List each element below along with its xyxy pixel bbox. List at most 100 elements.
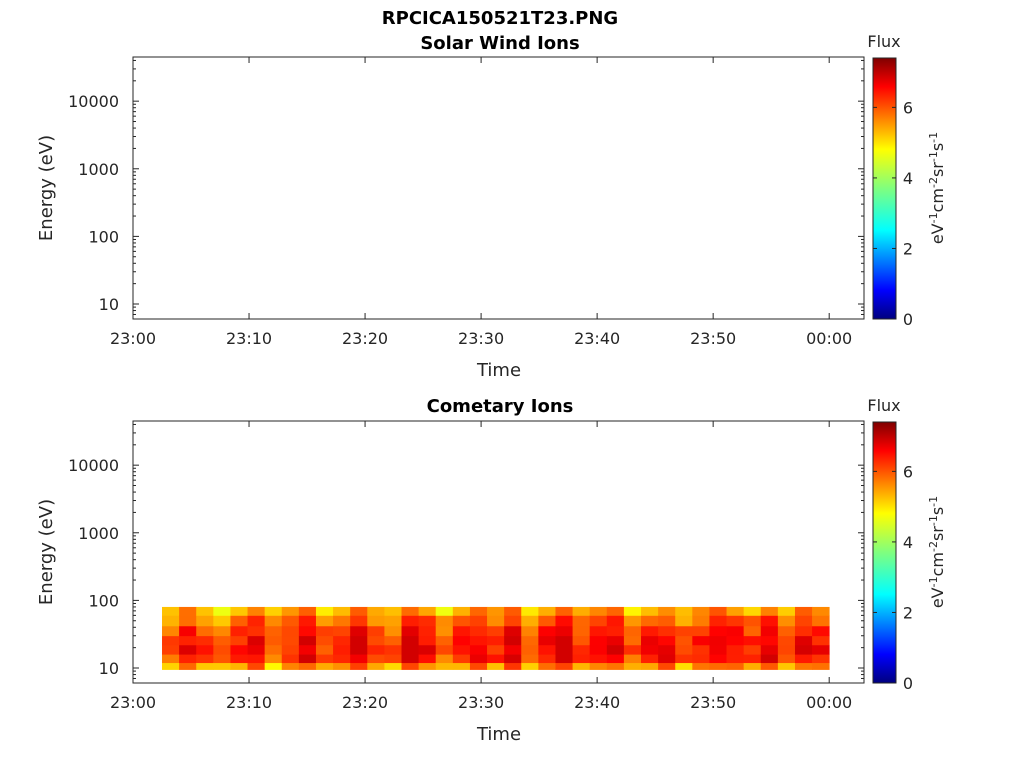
heatmap-cell [812,662,830,670]
heatmap-cell [298,644,317,655]
heatmap-cell [555,615,573,627]
heatmap-cell [452,606,471,616]
heatmap-cell [658,654,676,664]
heatmap-cell [162,606,180,616]
heatmap-cell [247,635,266,646]
heatmap-cell [418,644,437,655]
heatmap-cell [555,606,573,616]
heatmap-cell [743,625,762,637]
heatmap-cell [350,606,368,616]
heatmap-cell [264,615,283,627]
heatmap-cell [435,644,454,655]
heatmap-cell [264,625,283,637]
heatmap-cell [606,615,625,627]
heatmap-cell [777,635,796,646]
heatmap-cell [435,662,454,670]
heatmap-cell [812,644,830,655]
y-tick-label: 10000 [68,92,119,111]
heatmap-cell [418,606,437,616]
plot-frame [132,420,865,684]
heatmap-cell [743,662,762,670]
heatmap-cell [538,654,556,664]
y-axis-ticks: 10 100 1000 10000 [68,423,864,684]
heatmap-cell [487,615,505,627]
heatmap-cell [281,625,300,637]
y-tick-label: 10 [99,295,119,314]
heatmap-cell [658,662,676,670]
heatmap-cell [452,615,471,627]
heatmap-cell [401,654,420,664]
heatmap-cell [401,644,420,655]
y-tick-label: 1000 [78,524,119,543]
heatmap-cell [675,662,693,670]
heatmap-cell [247,654,266,664]
heatmap-cell [538,615,556,627]
heatmap-cell [743,615,762,627]
heatmap-cell [641,606,659,616]
heatmap-cell [760,625,779,637]
heatmap-cell [418,662,437,670]
heatmap-cell [743,644,762,655]
heatmap-cell [692,644,710,655]
heatmap-cell [350,662,368,670]
heatmap-cell [606,654,625,664]
x-tick-label: 23:50 [690,693,736,712]
heatmap-cell [606,625,625,637]
heatmap-cell [521,606,539,616]
colorbar-tick-label: 6 [903,98,913,117]
heatmap-cell [384,615,402,627]
heatmap-cell [384,606,402,616]
heatmap-cell [333,606,351,616]
heatmap-cell [401,635,420,646]
heatmap-cell [675,625,693,637]
heatmap-cell [726,635,745,646]
heatmap-cell [213,654,231,664]
heatmap-cell [384,662,402,670]
heatmap-cell [572,654,591,664]
heatmap-cell [726,662,745,670]
heatmap-cell [162,654,180,664]
y-tick-label: 10 [99,659,119,678]
heatmap-cell [709,654,727,664]
heatmap-cell [623,615,642,627]
heatmap-cell [623,625,642,637]
heatmap-cell [213,644,231,655]
heatmap-cell [743,654,762,664]
heatmap-cell [777,606,796,616]
heatmap-cell [692,625,710,637]
heatmap-cell [350,654,368,664]
heatmap-cell [777,654,796,664]
heatmap-cell [743,635,762,646]
heatmap-cell [538,635,556,646]
heatmap-cell [298,615,317,627]
heatmap-cell [709,625,727,637]
heatmap-cell [692,606,710,616]
colorbar-tick-label: 2 [903,239,913,258]
heatmap-cell [623,662,642,670]
heatmap-cell [794,654,813,664]
heatmap-cell [196,635,214,646]
heatmap-cell [281,615,300,627]
heatmap-cell [281,654,300,664]
heatmap-cell [213,606,231,616]
heatmap-cell [350,615,368,627]
heatmap-cell [572,615,591,627]
heatmap-cell [452,625,471,637]
heatmap-cell [777,662,796,670]
heatmap-cell [709,615,727,627]
y-tick-label: 1000 [78,160,119,179]
heatmap-cell [435,606,454,616]
heatmap-cell [658,625,676,637]
x-tick-label: 00:00 [806,693,852,712]
heatmap-cell [350,635,368,646]
x-tick-label: 23:00 [110,329,156,348]
heatmap-cell [504,654,522,664]
heatmap-cell [709,635,727,646]
heatmap-cell [760,644,779,655]
heatmap-cell [179,654,197,664]
heatmap-cell [230,635,248,646]
heatmap-cell [367,615,385,627]
heatmap-cell [726,606,745,616]
heatmap-cell [760,654,779,664]
